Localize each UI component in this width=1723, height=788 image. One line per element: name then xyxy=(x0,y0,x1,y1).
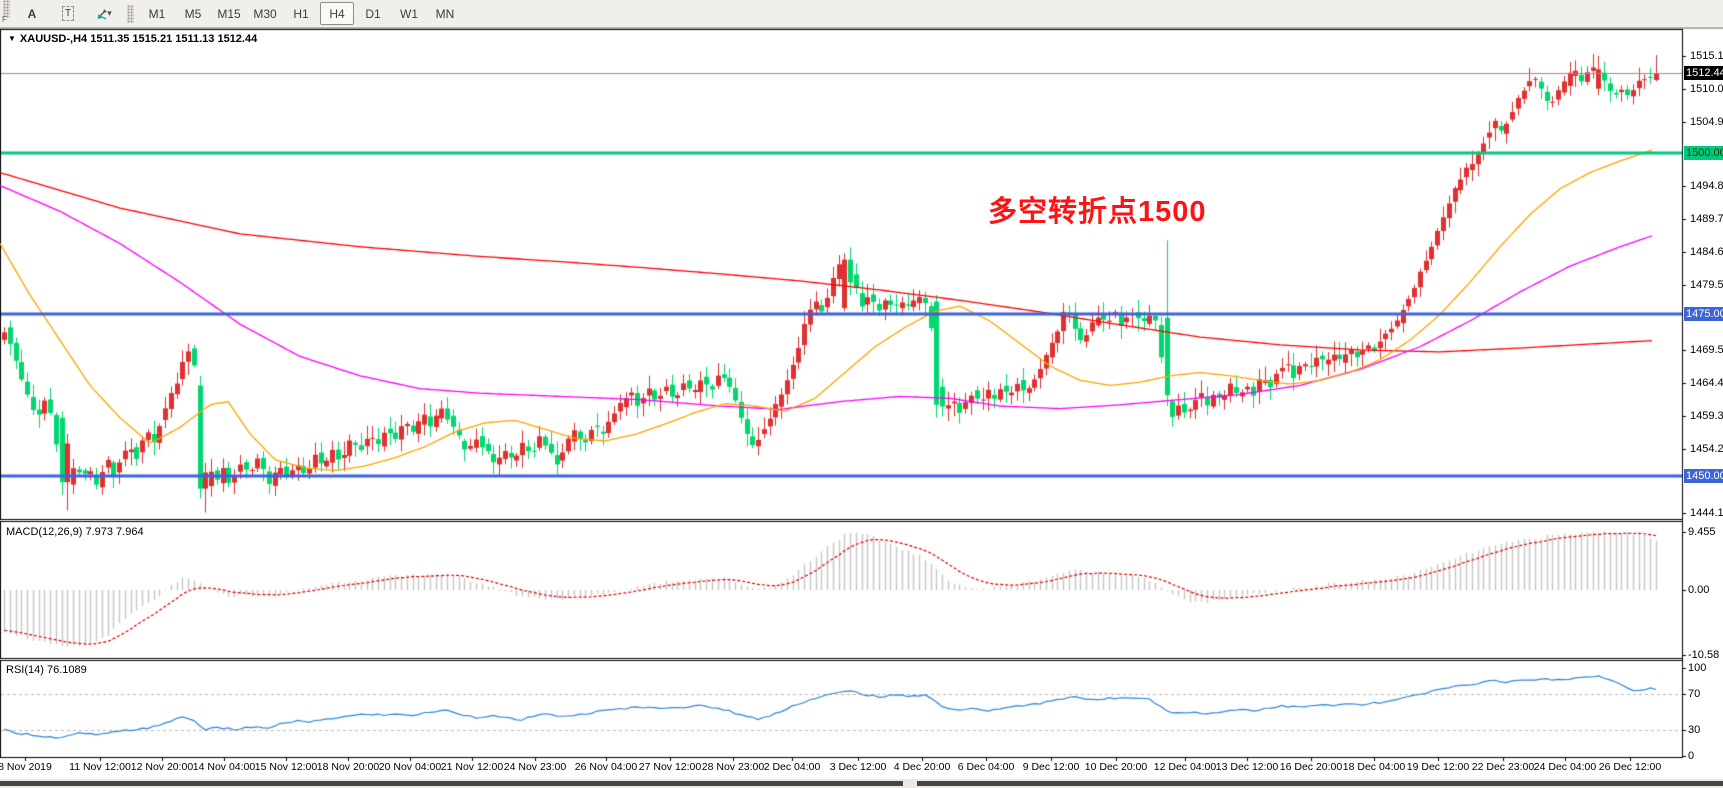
toolbar-separator-grip[interactable] xyxy=(127,4,134,23)
timeframe-button-m5[interactable]: M5 xyxy=(184,6,202,21)
timeframe-button-d1[interactable]: D1 xyxy=(365,6,381,21)
toolbar-grip-wrap: F xyxy=(0,0,14,27)
timeframe-button-h1[interactable]: H1 xyxy=(293,6,309,21)
text-box-icon: T xyxy=(61,6,75,21)
scrollbar-thumb-right[interactable] xyxy=(917,781,1723,786)
scrollbar-thumb-left[interactable] xyxy=(0,781,903,786)
toolbar-grip-label: F xyxy=(2,15,7,24)
timeframe-button-group: M1 M5 M15 M30 H1 H4 D1 W1 MN xyxy=(139,2,463,25)
cycle-arrows-button[interactable]: ▾ xyxy=(87,2,121,25)
timeframe-button-m30[interactable]: M30 xyxy=(253,6,277,21)
cycle-arrows-icon xyxy=(97,8,108,20)
toolbar: F A T ▾ M1 M5 M15 M30 H1 H4 D1 W1 MN xyxy=(0,0,1723,28)
timeframe-button-h4[interactable]: H4 xyxy=(320,2,354,25)
dropdown-caret-icon: ▾ xyxy=(107,8,112,18)
toolbar-grip-handle[interactable] xyxy=(3,0,10,18)
text-label-tool-button[interactable]: A xyxy=(27,6,37,21)
timeframe-button-m15[interactable]: M15 xyxy=(217,6,241,21)
timeframe-button-mn[interactable]: MN xyxy=(435,6,455,21)
text-box-tool-button[interactable]: T xyxy=(51,2,85,25)
timeframe-button-m1[interactable]: M1 xyxy=(148,6,166,21)
horizontal-scrollbar[interactable] xyxy=(0,779,1723,788)
timeframe-button-w1[interactable]: W1 xyxy=(400,6,418,21)
